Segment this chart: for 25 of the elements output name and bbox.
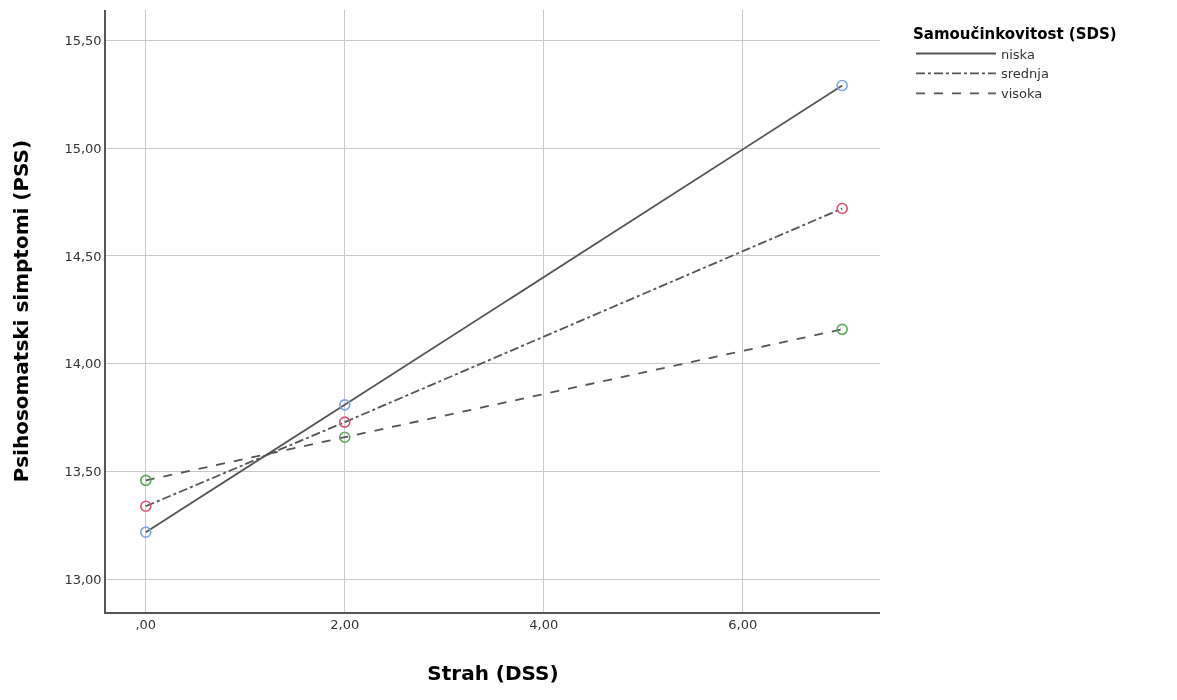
point xyxy=(338,416,351,428)
point xyxy=(338,399,351,411)
x-tick-label: ,00 xyxy=(135,617,157,633)
y-axis-title: Psihosomatski simptomi (PSS) xyxy=(9,139,34,483)
x-tick-label: 4,00 xyxy=(529,617,559,633)
y-tick-label: 15,00 xyxy=(64,140,102,156)
point xyxy=(836,323,848,336)
x-axis-title: Strah (DSS) xyxy=(427,661,559,686)
x-tick-label: 6,00 xyxy=(728,617,758,633)
legend-title: Samoučinkovitost (SDS) xyxy=(912,24,1117,43)
text: visoka xyxy=(1000,86,1043,102)
y-tick-label: 14,00 xyxy=(64,356,102,372)
y-tick-label: 15,50 xyxy=(64,32,102,48)
point xyxy=(139,474,152,487)
point xyxy=(836,79,848,92)
point xyxy=(139,526,152,538)
y-tick-label: 14,50 xyxy=(64,248,102,264)
y-tick-label: 13,50 xyxy=(64,464,102,480)
point xyxy=(139,500,152,513)
text: niska xyxy=(1000,46,1035,62)
point xyxy=(338,431,351,444)
y-tick-label: 13,00 xyxy=(64,572,102,588)
x-tick-label: 2,00 xyxy=(330,617,360,633)
text: srednja xyxy=(1000,66,1049,82)
point xyxy=(836,202,848,215)
